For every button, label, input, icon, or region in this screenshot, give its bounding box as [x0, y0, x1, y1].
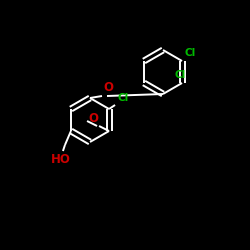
Text: O: O	[103, 81, 113, 94]
Text: Cl: Cl	[184, 48, 195, 58]
Text: Cl: Cl	[117, 93, 128, 103]
Text: Cl: Cl	[174, 70, 186, 80]
Text: HO: HO	[51, 153, 71, 166]
Text: O: O	[88, 112, 98, 125]
